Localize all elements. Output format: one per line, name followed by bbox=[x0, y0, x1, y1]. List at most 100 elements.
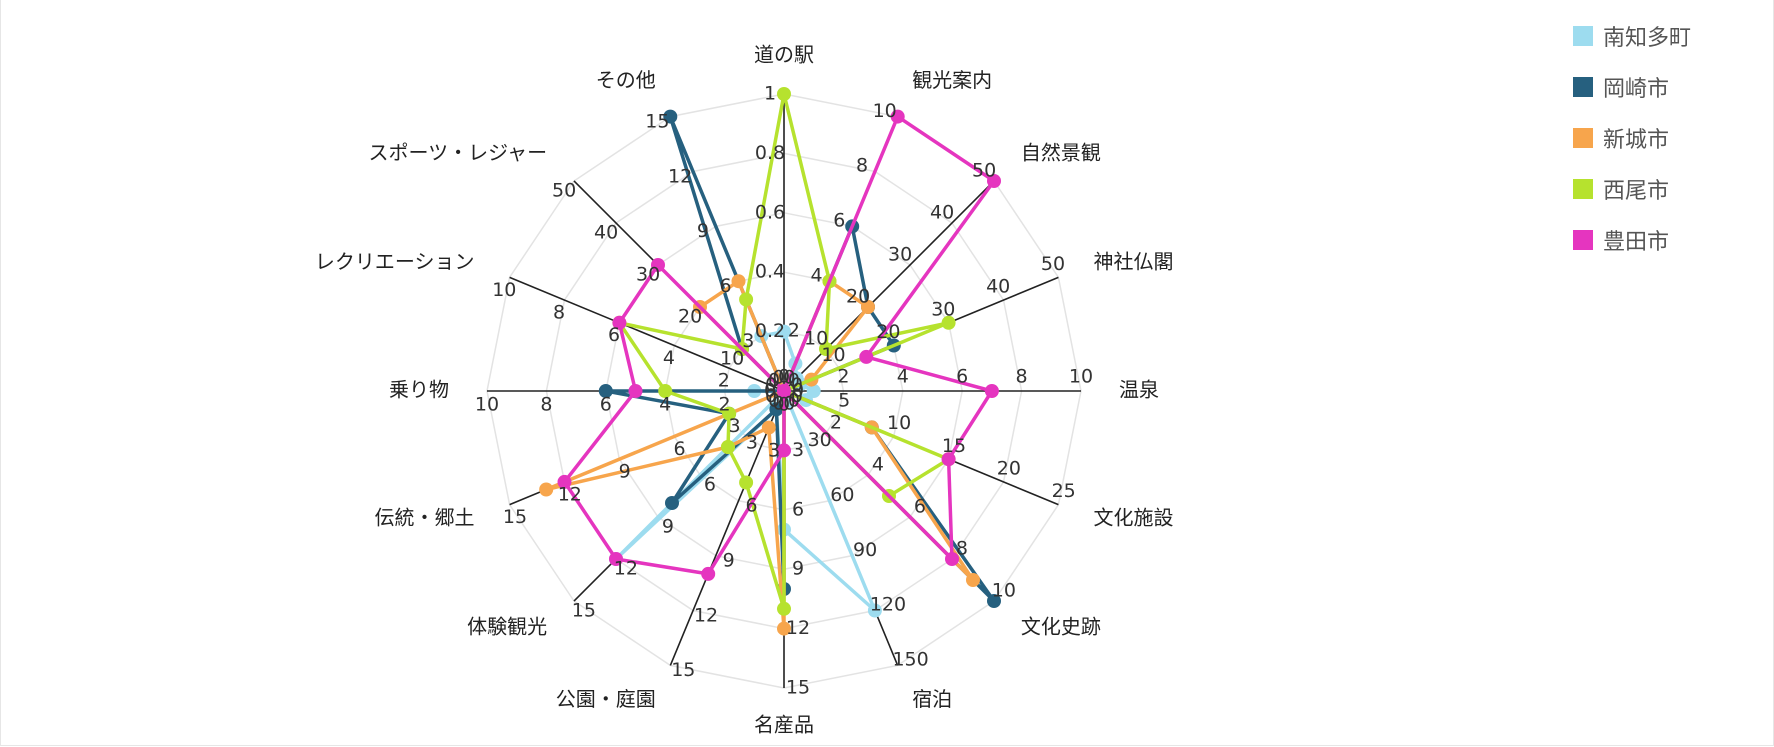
data-point[interactable] bbox=[539, 482, 554, 497]
data-point[interactable] bbox=[598, 384, 613, 398]
tick-label: 2 bbox=[788, 319, 800, 341]
legend-item[interactable]: 岡崎市 bbox=[1573, 61, 1691, 112]
data-point[interactable] bbox=[859, 349, 874, 364]
data-point[interactable] bbox=[777, 384, 791, 398]
chart-legend: 南知多町岡崎市新城市西尾市 豊田市 bbox=[1573, 10, 1691, 265]
axis-name: 名産品 bbox=[754, 713, 814, 737]
axis-line bbox=[509, 276, 785, 392]
data-point[interactable] bbox=[867, 603, 882, 618]
tick-label: 50 bbox=[1041, 253, 1065, 275]
legend-label: 岡崎市 bbox=[1603, 76, 1670, 102]
data-point[interactable] bbox=[966, 573, 980, 587]
data-point[interactable] bbox=[731, 274, 746, 289]
data-point[interactable] bbox=[739, 475, 754, 490]
tick-label: 2 bbox=[830, 412, 842, 434]
tick-label: 10 bbox=[873, 100, 897, 122]
tick-label: 8 bbox=[1016, 366, 1028, 388]
series-group[interactable] bbox=[557, 109, 1002, 581]
data-point[interactable] bbox=[739, 292, 754, 307]
data-point[interactable] bbox=[777, 601, 791, 616]
tick-label: 40 bbox=[594, 221, 618, 243]
data-point[interactable] bbox=[769, 402, 784, 417]
tick-label: 10 bbox=[492, 279, 516, 301]
legend-label: 新城市 bbox=[1603, 127, 1670, 153]
tick-label: 0 bbox=[778, 394, 790, 416]
data-point[interactable] bbox=[890, 109, 905, 124]
radar-series[interactable] bbox=[539, 87, 1001, 636]
tick-label: 8 bbox=[540, 394, 552, 416]
axis-line bbox=[669, 390, 785, 666]
data-point[interactable] bbox=[663, 109, 678, 124]
data-point[interactable] bbox=[806, 384, 821, 398]
tick-label: 20 bbox=[678, 305, 702, 327]
tick-label: 50 bbox=[552, 179, 576, 201]
legend-item[interactable]: 南知多町 bbox=[1573, 10, 1691, 61]
tick-label: 15 bbox=[572, 599, 596, 621]
tick-label: 6 bbox=[745, 495, 757, 517]
axis-name: 文化史跡 bbox=[1021, 614, 1101, 638]
data-point[interactable] bbox=[945, 552, 959, 566]
tick-label: 1 bbox=[764, 83, 776, 105]
data-point[interactable] bbox=[701, 566, 716, 581]
tick-label: 0 bbox=[765, 374, 777, 396]
tick-label: 20 bbox=[876, 321, 900, 343]
axis-name: レクリエーション bbox=[315, 249, 475, 273]
data-point[interactable] bbox=[861, 300, 875, 314]
tick-label: 30 bbox=[888, 244, 912, 266]
tick-label: 15 bbox=[503, 506, 527, 528]
legend-item[interactable]: 西尾市 bbox=[1573, 163, 1691, 214]
data-point[interactable] bbox=[651, 258, 665, 272]
data-point[interactable] bbox=[777, 443, 791, 458]
data-point[interactable] bbox=[665, 496, 679, 510]
tick-label: 4 bbox=[810, 264, 822, 286]
tick-label: 6 bbox=[704, 473, 716, 495]
tick-label: 6 bbox=[600, 394, 612, 416]
tick-label: 0 bbox=[764, 380, 776, 402]
data-point[interactable] bbox=[609, 552, 623, 566]
data-point[interactable] bbox=[761, 420, 776, 435]
tick-label: 0.6 bbox=[755, 201, 785, 223]
axis-name: 宿泊 bbox=[912, 687, 952, 711]
tick-label: 20 bbox=[997, 458, 1021, 480]
tick-label: 6 bbox=[720, 275, 732, 297]
data-point[interactable] bbox=[721, 440, 735, 454]
data-point[interactable] bbox=[658, 384, 673, 398]
data-point[interactable] bbox=[819, 342, 833, 356]
tick-label: 10 bbox=[1069, 366, 1093, 388]
axis-name: その他 bbox=[596, 68, 656, 92]
tick-label: 4 bbox=[663, 347, 675, 369]
tick-label: 3 bbox=[728, 415, 740, 437]
axis-name: 神社仏閣 bbox=[1094, 249, 1174, 273]
axis-name: 伝統・郷土 bbox=[375, 506, 475, 530]
tick-label: 0 bbox=[773, 367, 785, 389]
data-point[interactable] bbox=[722, 406, 737, 421]
data-point[interactable] bbox=[612, 315, 627, 330]
tick-label: 20 bbox=[846, 286, 870, 308]
data-point[interactable] bbox=[777, 621, 791, 636]
data-point[interactable] bbox=[557, 474, 572, 489]
data-point[interactable] bbox=[628, 384, 643, 398]
data-point[interactable] bbox=[941, 315, 956, 330]
axis-line bbox=[783, 180, 995, 392]
axis-name: 体験観光 bbox=[467, 614, 547, 638]
data-point[interactable] bbox=[941, 452, 956, 467]
tick-label: 12 bbox=[614, 557, 638, 579]
data-point[interactable] bbox=[984, 384, 999, 398]
radar-chart: 00.20.40.60.8102468100102030405001020304… bbox=[315, 43, 1174, 737]
legend-item[interactable]: 豊田市 bbox=[1573, 214, 1691, 265]
tick-label: 9 bbox=[723, 550, 735, 572]
data-point[interactable] bbox=[777, 87, 791, 101]
data-point[interactable] bbox=[777, 324, 791, 339]
tick-label: 6 bbox=[956, 366, 968, 388]
tick-label: 9 bbox=[619, 461, 631, 483]
tick-label: 0 bbox=[788, 370, 800, 392]
tick-label: 0 bbox=[788, 389, 800, 411]
legend-swatch bbox=[1573, 25, 1593, 46]
data-point[interactable] bbox=[987, 174, 1001, 188]
tick-label: 5 bbox=[838, 389, 850, 411]
series-line[interactable] bbox=[562, 114, 996, 576]
legend-item[interactable]: 新城市 bbox=[1573, 112, 1691, 163]
tick-label: 0 bbox=[778, 366, 790, 388]
data-point[interactable] bbox=[987, 594, 1001, 608]
tick-label: 6 bbox=[914, 496, 926, 518]
